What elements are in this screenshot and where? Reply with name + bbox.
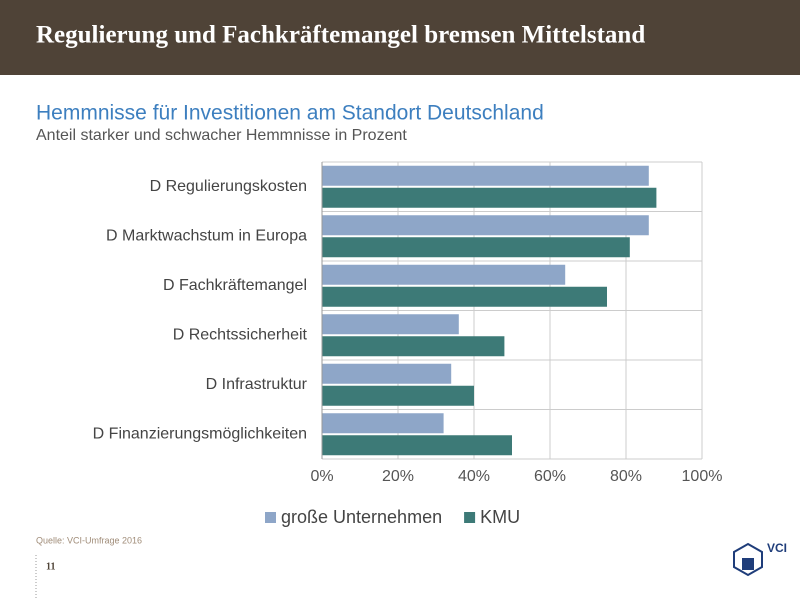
header-bar <box>0 0 800 75</box>
bar <box>322 237 630 258</box>
bar <box>322 215 649 236</box>
bar <box>322 187 657 208</box>
y-tick-label: D Infrastruktur <box>206 376 308 393</box>
y-tick-label: D Rechtssicherheit <box>173 326 308 343</box>
bar <box>322 363 452 384</box>
legend-swatch <box>265 512 276 523</box>
bar <box>322 413 444 434</box>
x-tick-label: 100% <box>682 468 723 485</box>
logo-cube <box>742 558 754 570</box>
bar <box>322 264 566 285</box>
logo: VCI <box>733 541 787 577</box>
y-tick-label: D Marktwachstum in Europa <box>106 227 307 244</box>
source: Quelle: VCI-Umfrage 2016 <box>36 535 142 545</box>
bar <box>322 385 474 406</box>
x-tick-label: 40% <box>458 468 490 485</box>
page-number: 11 <box>46 561 55 572</box>
y-tick-label: D Fachkräftemangel <box>163 277 307 294</box>
x-tick-label: 80% <box>610 468 642 485</box>
chart-title: Hemmnisse für Investitionen am Standort … <box>36 102 544 125</box>
chart-subtitle: Anteil starker und schwacher Hemmnisse i… <box>36 127 407 144</box>
bar <box>322 435 512 456</box>
legend-label: große Unternehmen <box>281 507 442 527</box>
logo-text: VCI <box>767 541 787 555</box>
bar <box>322 286 607 307</box>
y-tick-label: D Regulierungskosten <box>150 178 307 195</box>
header-title: Regulierung und Fachkräftemangel bremsen… <box>36 22 645 49</box>
bar <box>322 314 459 335</box>
x-tick-label: 20% <box>382 468 414 485</box>
bar <box>322 165 649 186</box>
x-tick-label: 0% <box>310 468 333 485</box>
y-tick-label: D Finanzierungsmöglichkeiten <box>93 425 307 442</box>
x-tick-label: 60% <box>534 468 566 485</box>
legend-label: KMU <box>480 507 520 527</box>
legend-swatch <box>464 512 476 523</box>
bar <box>322 336 505 357</box>
